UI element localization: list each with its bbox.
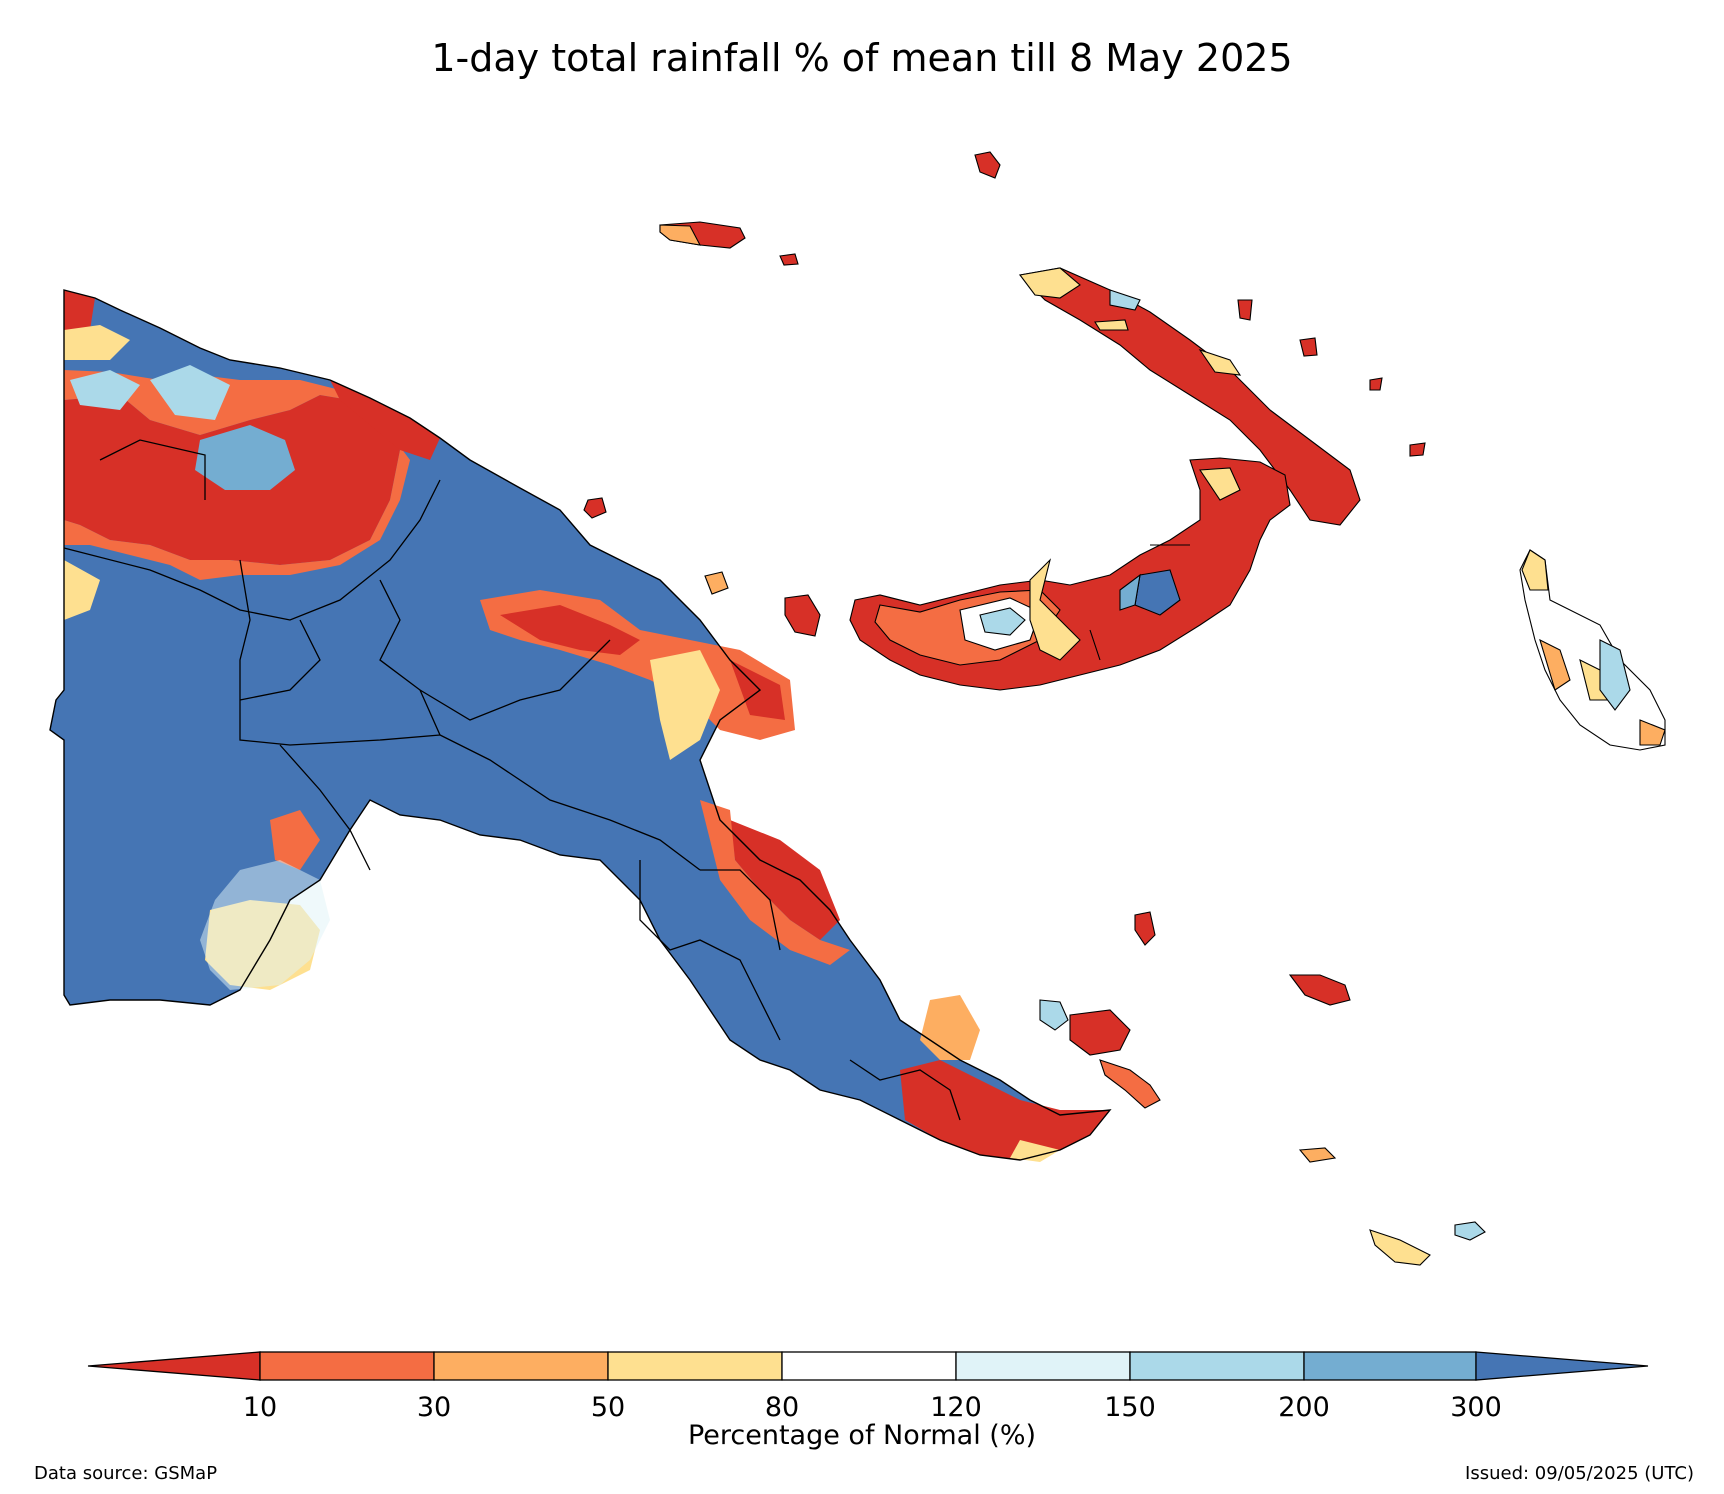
woodlark-island — [1288, 974, 1351, 1006]
issued-date: Issued: 09/05/2025 (UTC) — [1465, 1463, 1694, 1484]
new-britain — [849, 457, 1291, 691]
colorbar-30-50 — [433, 1351, 609, 1381]
north-islands — [583, 151, 1001, 637]
new-ireland-north — [1019, 267, 1081, 299]
rossel-island — [1454, 1221, 1486, 1241]
colorbar-80-120 — [781, 1351, 957, 1381]
colorbar-tick: 50 — [590, 1392, 626, 1423]
province-borders — [63, 439, 961, 1121]
colorbar-50-80 — [607, 1351, 783, 1381]
nw-pale — [64, 325, 130, 620]
colorbar-arrow-high — [1475, 1351, 1649, 1381]
nw-wet-patch-light — [70, 365, 230, 420]
mainland-outline — [49, 289, 1112, 1161]
milne-bay-islands — [1039, 911, 1486, 1266]
colorbar-tick: 150 — [1104, 1392, 1156, 1423]
new-britain-light-blue — [979, 607, 1026, 636]
mussau-island — [974, 151, 1001, 179]
colorbar-arrow-low — [87, 1351, 261, 1381]
north-coast-red — [500, 605, 785, 720]
new-britain-outline — [1089, 544, 1190, 661]
mainland — [49, 289, 1112, 1162]
small-island-1 — [779, 253, 799, 266]
nw-coast-red — [64, 290, 440, 460]
gazelle-pale — [1199, 467, 1241, 501]
colorbar-tick: 200 — [1278, 1392, 1330, 1423]
colorbar-tick: 80 — [764, 1392, 800, 1423]
east-coast-red — [730, 820, 840, 940]
east-coast-orange — [700, 800, 850, 965]
goodenough-island — [1039, 999, 1069, 1031]
misima-island — [1298, 1147, 1337, 1163]
colorbar — [87, 1351, 1649, 1381]
new-ireland-blue — [1109, 289, 1141, 311]
colorbar-150-200 — [1129, 1351, 1305, 1381]
colorbar-label: Percentage of Normal (%) — [687, 1420, 1037, 1451]
papuan-tail-pale — [1010, 1140, 1060, 1162]
colorbar-120-150 — [955, 1351, 1131, 1381]
colorbar-tick: 120 — [930, 1392, 982, 1423]
new-ireland-main — [1018, 267, 1361, 526]
umboi-island — [704, 571, 729, 595]
new-hanover-north-island — [1094, 319, 1129, 331]
colorbar-tick: 10 — [242, 1392, 278, 1423]
nw-wet-patch — [195, 425, 295, 490]
gulf-orange — [270, 810, 320, 870]
bougainville — [1519, 549, 1666, 751]
fergusson-island — [1069, 1009, 1131, 1056]
small-ni-island-4 — [1369, 377, 1383, 391]
new-ireland — [1018, 267, 1426, 526]
colorbar-tick: 30 — [416, 1392, 452, 1423]
papuan-tail-red — [900, 1060, 1110, 1160]
small-ni-island-3 — [1409, 442, 1426, 457]
long-island — [784, 594, 821, 637]
trobriand-island — [1134, 911, 1156, 946]
new-ireland-pale — [1198, 348, 1242, 376]
bougainville-blue — [1599, 639, 1631, 711]
small-ni-island-2 — [1299, 337, 1318, 357]
colorbar-tick: 300 — [1450, 1392, 1502, 1423]
karkar-island — [583, 497, 607, 519]
map-title: 1-day total rainfall % of mean till 8 Ma… — [431, 36, 1293, 80]
manus-island-west — [659, 224, 702, 246]
small-ni-island-1 — [1237, 299, 1253, 321]
data-source: Data source: GSMaP — [34, 1463, 218, 1484]
colorbar-200-300 — [1303, 1351, 1477, 1381]
sudest-island — [1369, 1229, 1431, 1266]
new-britain-blue-light — [1119, 573, 1141, 611]
bougainville-orange — [1539, 638, 1666, 746]
colorbar-10-30 — [259, 1351, 435, 1381]
madang-pale — [650, 650, 720, 760]
bougainville-main — [1519, 549, 1666, 751]
normanby-island — [1099, 1059, 1161, 1109]
new-britain-pale — [1029, 558, 1081, 661]
gulf-light — [200, 860, 330, 990]
